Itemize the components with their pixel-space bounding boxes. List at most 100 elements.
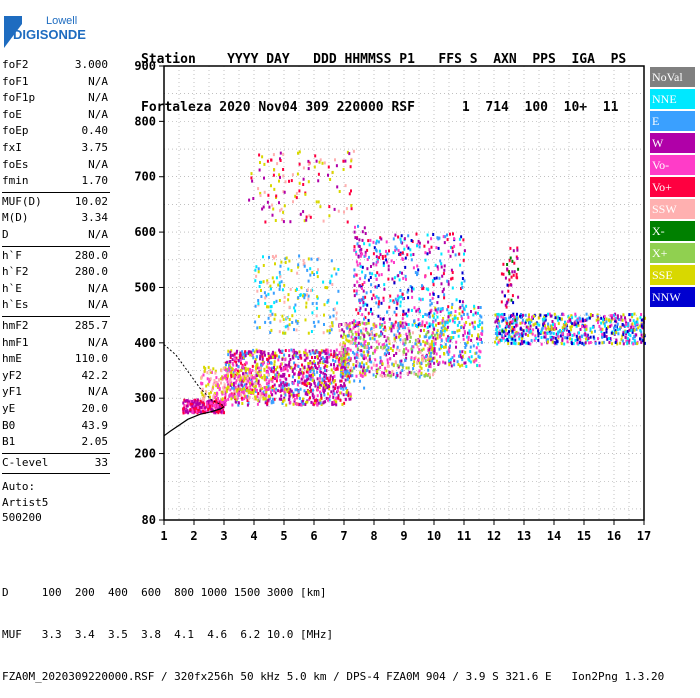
echo-point — [421, 355, 424, 359]
echo-point — [405, 322, 408, 326]
echo-point — [319, 361, 322, 364]
echo-point — [557, 335, 560, 339]
echo-point — [387, 264, 390, 268]
echo-point — [332, 389, 335, 393]
echo-point — [240, 396, 243, 400]
echo-point — [303, 296, 306, 300]
echo-point — [581, 317, 584, 321]
echo-point — [360, 344, 363, 348]
echo-point — [229, 350, 232, 354]
echo-point — [311, 401, 314, 405]
echo-point — [217, 410, 220, 414]
echo-point — [430, 351, 432, 355]
echo-point — [271, 393, 273, 397]
echo-point — [519, 314, 521, 318]
echo-point — [341, 375, 344, 379]
echo-point — [354, 319, 357, 323]
echo-point — [338, 329, 341, 333]
echo-point — [299, 403, 302, 406]
echo-point — [430, 342, 433, 346]
echo-point — [465, 365, 468, 368]
echo-point — [418, 348, 421, 352]
echo-point — [385, 348, 388, 352]
echo-point — [332, 380, 335, 384]
echo-point — [393, 276, 396, 280]
echo-point — [307, 370, 310, 374]
echo-point — [305, 305, 308, 309]
echo-point — [319, 367, 322, 371]
echo-point — [311, 271, 314, 275]
echo-point — [455, 340, 458, 344]
echo-point — [600, 316, 603, 320]
echo-point — [329, 279, 332, 283]
param-row: foEp 0.40 — [2, 124, 108, 140]
echo-point — [351, 369, 354, 373]
echo-point — [246, 394, 249, 398]
echo-point — [378, 300, 381, 304]
echo-point — [249, 387, 252, 391]
echo-point — [261, 207, 264, 211]
echo-point — [526, 318, 529, 322]
echo-point — [382, 298, 385, 302]
echo-point — [237, 387, 240, 391]
echo-point — [304, 351, 307, 355]
echo-point — [440, 326, 443, 330]
echo-point — [238, 391, 240, 395]
echo-point — [224, 402, 227, 406]
echo-point — [554, 336, 557, 340]
echo-point — [414, 355, 417, 359]
echo-point — [456, 323, 459, 327]
param-value: 2.05 — [81, 435, 109, 449]
echo-point — [544, 324, 546, 328]
echo-point — [335, 396, 338, 400]
echo-point — [305, 401, 307, 405]
echo-point — [335, 400, 338, 404]
echo-point — [537, 329, 539, 333]
echo-point — [198, 405, 201, 409]
param-value: 20.0 — [81, 402, 109, 415]
echo-point — [430, 237, 433, 241]
echo-point — [417, 372, 420, 376]
echo-point — [614, 329, 617, 333]
echo-point — [372, 373, 375, 377]
echo-point — [507, 298, 510, 302]
echo-point — [585, 327, 588, 331]
echo-point — [325, 369, 328, 373]
echo-point — [200, 381, 203, 385]
echo-point — [324, 352, 327, 356]
echo-point — [283, 396, 286, 400]
echo-point — [284, 393, 287, 397]
echo-point — [428, 312, 431, 316]
echo-point — [428, 315, 431, 319]
echo-point — [502, 316, 505, 320]
echo-point — [287, 267, 290, 271]
echo-point — [464, 342, 467, 346]
echo-point — [228, 369, 231, 373]
echo-point — [385, 258, 388, 262]
echo-point — [319, 392, 322, 396]
echo-point — [292, 200, 294, 204]
echo-point — [453, 237, 456, 241]
echo-point — [412, 345, 415, 349]
echo-point — [359, 306, 362, 310]
echo-point — [349, 328, 352, 332]
echo-point — [283, 204, 286, 208]
echo-point — [257, 267, 260, 271]
echo-point — [267, 316, 270, 320]
echo-point — [428, 364, 431, 368]
footer-distance-line: D 100 200 400 600 800 1000 1500 3000 [km… — [2, 586, 327, 599]
echo-point — [437, 267, 440, 271]
echo-point — [242, 365, 244, 369]
echo-point — [542, 331, 545, 335]
echo-point — [432, 279, 435, 282]
echo-point — [620, 337, 623, 341]
echo-point — [330, 353, 333, 357]
echo-point — [418, 369, 421, 373]
echo-point — [271, 377, 274, 381]
echo-point — [388, 341, 391, 345]
echo-point — [282, 190, 285, 194]
echo-point — [298, 162, 301, 166]
echo-point — [296, 271, 299, 275]
echo-point — [547, 340, 549, 344]
echo-point — [618, 318, 620, 321]
